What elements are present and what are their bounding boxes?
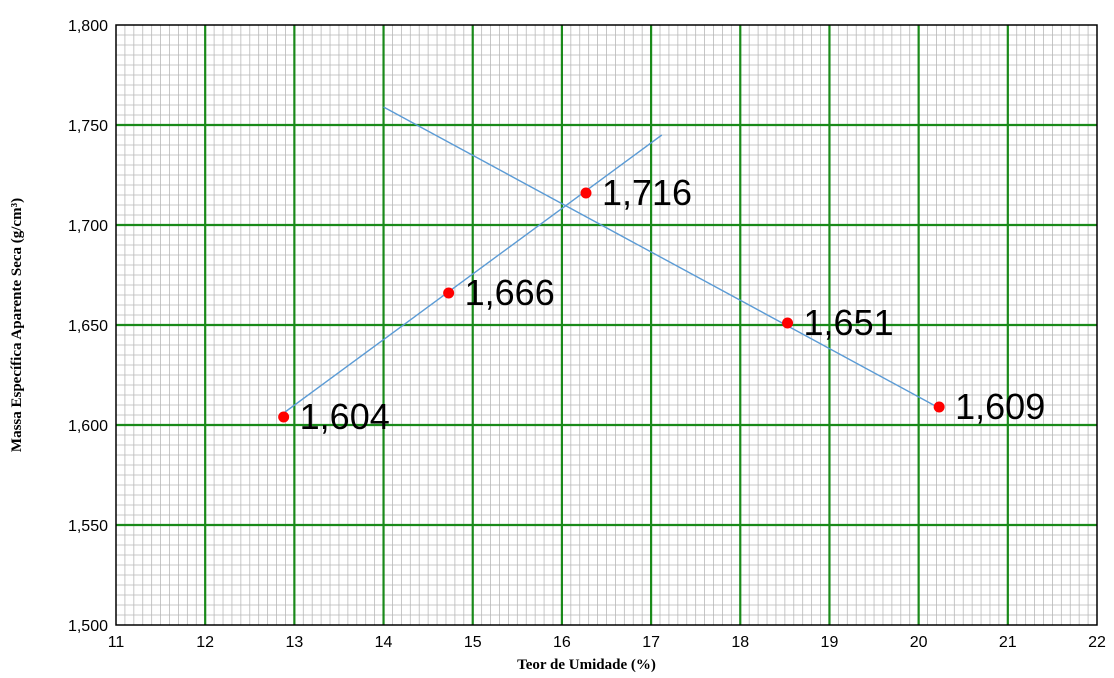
x-tick-label: 15 (464, 634, 482, 651)
x-tick-labels: 11 12 13 14 15 16 17 18 19 20 21 22 (108, 634, 1106, 651)
x-tick-label: 16 (553, 634, 571, 651)
data-label: 1,666 (465, 272, 555, 313)
data-point (443, 287, 455, 299)
data-point (580, 187, 592, 199)
x-axis-title: Teor de Umidade (%) (517, 657, 656, 673)
data-label: 1,604 (300, 396, 390, 437)
x-tick-label: 11 (108, 634, 125, 651)
data-point (933, 401, 945, 413)
y-tick-label: 1,800 (68, 18, 108, 35)
x-tick-label: 22 (1088, 634, 1106, 651)
data-point (278, 411, 290, 423)
data-labels: 1,604 1,666 1,716 1,651 1,609 (300, 172, 1046, 437)
plot-frame (115, 24, 1098, 626)
y-tick-label: 1,500 (68, 618, 108, 635)
major-grid (116, 25, 1097, 625)
data-point (782, 317, 794, 329)
x-tick-label: 13 (285, 634, 303, 651)
x-tick-label: 17 (642, 634, 660, 651)
x-tick-label: 18 (731, 634, 749, 651)
y-tick-label: 1,650 (68, 318, 108, 335)
trend-line (280, 134, 663, 416)
x-tick-label: 12 (196, 634, 214, 651)
y-tick-labels: 1,500 1,550 1,600 1,650 1,700 1,750 1,800 (68, 18, 108, 635)
trend-line (383, 106, 942, 410)
data-label: 1,609 (955, 386, 1045, 427)
data-label: 1,716 (602, 172, 692, 213)
x-tick-label: 14 (375, 634, 393, 651)
x-tick-label: 20 (910, 634, 928, 651)
plot-border (115, 24, 1098, 626)
y-tick-label: 1,550 (68, 518, 108, 535)
x-tick-label: 21 (999, 634, 1017, 651)
y-axis-title: Massa Específica Aparente Seca (g/cm³) (9, 198, 25, 452)
y-tick-label: 1,700 (68, 218, 108, 235)
y-tick-label: 1,750 (68, 118, 108, 135)
x-tick-label: 19 (821, 634, 839, 651)
data-label: 1,651 (804, 302, 894, 343)
data-points (278, 187, 945, 423)
trend-lines (280, 106, 942, 416)
y-tick-label: 1,600 (68, 418, 108, 435)
